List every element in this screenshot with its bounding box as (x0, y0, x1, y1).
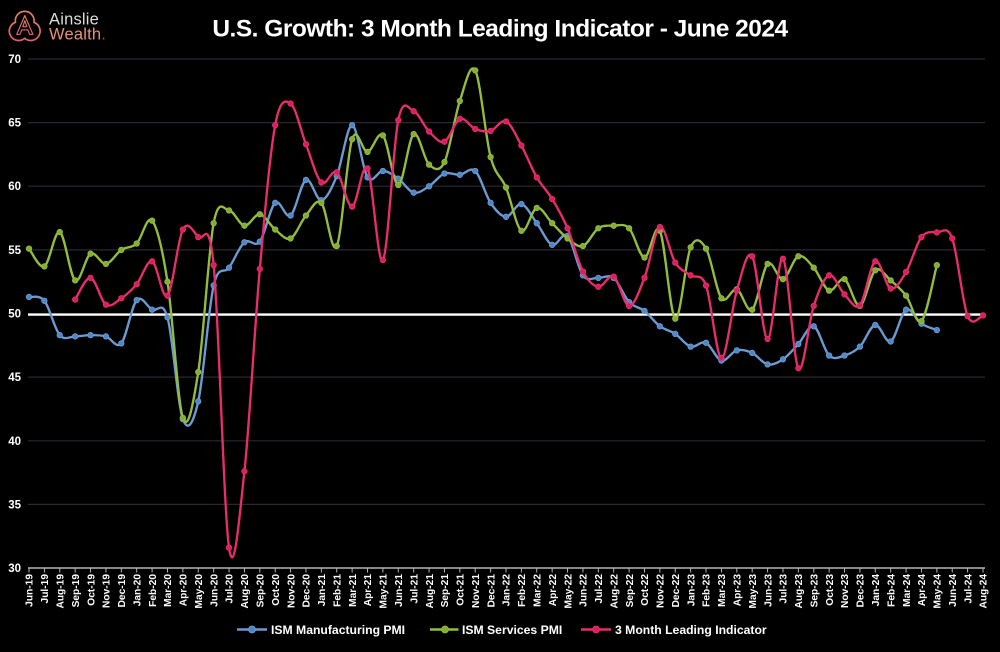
svg-text:ISM Services PMI: ISM Services PMI (462, 623, 562, 637)
svg-text:Aug-21: Aug-21 (425, 574, 436, 609)
svg-text:3 Month Leading Indicator: 3 Month Leading Indicator (615, 623, 767, 637)
svg-text:Nov-21: Nov-21 (471, 574, 482, 608)
svg-text:Sep-23: Sep-23 (809, 574, 820, 608)
svg-text:Jul-23: Jul-23 (779, 574, 790, 604)
svg-text:Mar-24: Mar-24 (902, 574, 913, 607)
svg-text:Mar-21: Mar-21 (348, 574, 359, 607)
svg-text:Apr-20: Apr-20 (179, 574, 190, 607)
svg-text:Mar-20: Mar-20 (163, 574, 174, 607)
svg-text:Dec-19: Dec-19 (117, 574, 128, 608)
svg-text:Feb-20: Feb-20 (148, 574, 159, 607)
svg-text:Aug-22: Aug-22 (609, 574, 620, 609)
svg-text:May-22: May-22 (563, 574, 574, 609)
svg-text:Feb-22: Feb-22 (517, 574, 528, 607)
svg-text:Jun-19: Jun-19 (25, 574, 36, 607)
svg-text:May-23: May-23 (748, 574, 759, 609)
svg-text:Dec-22: Dec-22 (671, 574, 682, 608)
svg-text:ISM Manufacturing PMI: ISM Manufacturing PMI (271, 623, 405, 637)
svg-text:Feb-21: Feb-21 (332, 574, 343, 607)
svg-text:Sep-21: Sep-21 (440, 574, 451, 608)
svg-text:Jun-22: Jun-22 (579, 574, 590, 607)
svg-text:Mar-22: Mar-22 (532, 574, 543, 607)
svg-text:70: 70 (8, 54, 21, 66)
svg-text:U.S. Growth: 3 Month Leading I: U.S. Growth: 3 Month Leading Indicator -… (212, 16, 788, 43)
svg-text:Sep-19: Sep-19 (71, 574, 82, 608)
svg-text:Wealth.: Wealth. (49, 26, 106, 44)
svg-text:Jan-24: Jan-24 (871, 574, 882, 607)
svg-text:Jul-19: Jul-19 (40, 574, 51, 604)
svg-text:May-21: May-21 (379, 574, 390, 609)
svg-text:Jun-23: Jun-23 (763, 574, 774, 607)
svg-text:Jun-20: Jun-20 (209, 574, 220, 607)
svg-text:Aug-20: Aug-20 (240, 574, 251, 609)
svg-text:Jul-24: Jul-24 (963, 574, 974, 604)
svg-text:35: 35 (8, 499, 21, 511)
svg-text:50: 50 (8, 309, 21, 321)
svg-text:Aug-19: Aug-19 (55, 574, 66, 609)
svg-text:Sep-20: Sep-20 (256, 574, 267, 608)
svg-text:Apr-21: Apr-21 (363, 574, 374, 607)
svg-text:Feb-24: Feb-24 (886, 574, 897, 607)
svg-text:Jul-22: Jul-22 (594, 574, 605, 604)
svg-text:45: 45 (8, 372, 21, 384)
svg-text:Aug-23: Aug-23 (794, 574, 805, 609)
svg-text:Oct-20: Oct-20 (271, 574, 282, 606)
svg-text:Dec-20: Dec-20 (302, 574, 313, 608)
svg-text:Jul-20: Jul-20 (225, 574, 236, 604)
svg-text:Oct-21: Oct-21 (456, 574, 467, 606)
svg-text:40: 40 (8, 436, 21, 448)
svg-text:Apr-22: Apr-22 (548, 574, 559, 607)
svg-text:Aug-24: Aug-24 (979, 574, 990, 609)
svg-text:May-20: May-20 (194, 574, 205, 609)
svg-text:60: 60 (8, 181, 21, 193)
svg-text:Jul-21: Jul-21 (409, 574, 420, 604)
svg-text:30: 30 (8, 563, 21, 575)
svg-text:Feb-23: Feb-23 (702, 574, 713, 607)
svg-text:Jan-23: Jan-23 (686, 574, 697, 607)
svg-text:55: 55 (8, 245, 21, 257)
svg-text:May-24: May-24 (933, 574, 944, 609)
svg-text:Jun-21: Jun-21 (394, 574, 405, 607)
svg-text:Sep-22: Sep-22 (625, 574, 636, 608)
svg-text:Jan-22: Jan-22 (502, 574, 513, 607)
svg-text:Oct-23: Oct-23 (825, 574, 836, 606)
svg-text:Oct-19: Oct-19 (86, 574, 97, 606)
svg-text:Nov-23: Nov-23 (840, 574, 851, 608)
svg-text:Dec-23: Dec-23 (856, 574, 867, 608)
svg-text:Apr-23: Apr-23 (733, 574, 744, 607)
svg-text:Ainslie: Ainslie (49, 11, 99, 29)
svg-text:Nov-22: Nov-22 (656, 574, 667, 608)
svg-text:Dec-21: Dec-21 (486, 574, 497, 608)
svg-text:Jan-20: Jan-20 (132, 574, 143, 607)
svg-text:65: 65 (8, 118, 21, 130)
svg-text:Jan-21: Jan-21 (317, 574, 328, 607)
svg-text:Apr-24: Apr-24 (917, 574, 928, 607)
svg-text:Oct-22: Oct-22 (640, 574, 651, 606)
svg-text:Jun-24: Jun-24 (948, 574, 959, 607)
svg-text:Nov-19: Nov-19 (102, 574, 113, 608)
svg-text:Mar-23: Mar-23 (717, 574, 728, 607)
svg-text:Nov-20: Nov-20 (286, 574, 297, 608)
